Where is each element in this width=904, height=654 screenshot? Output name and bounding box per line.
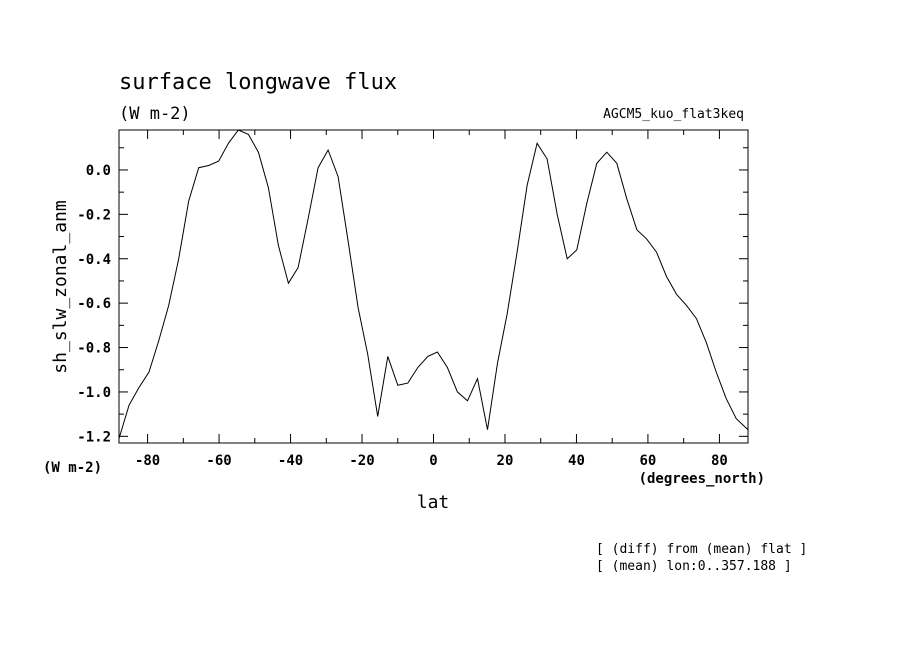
- x-tick-label: 40: [568, 453, 585, 469]
- plot-frame: [118, 129, 749, 444]
- x-tick-label: 60: [640, 453, 657, 469]
- x-axis-label: lat: [417, 492, 450, 513]
- series-line: [118, 129, 749, 439]
- chart-title: surface longwave flux: [119, 70, 397, 95]
- x-tick-label: -20: [349, 453, 374, 469]
- y-tick-label: -0.8: [77, 341, 111, 357]
- y-tick-label: -1.2: [77, 429, 111, 445]
- x-axis: -80 -60 -40 -20 0 20 40 60 80: [135, 130, 728, 469]
- y-axis-label: sh_slw_zonal_anm: [50, 200, 71, 373]
- y-axis-units: (W m-2): [43, 460, 102, 476]
- y-axis: 0.0 -0.2 -0.4 -0.6 -0.8 -1.0 -1.2: [77, 147, 748, 445]
- x-tick-label: -40: [278, 453, 303, 469]
- x-axis-units: (degrees_north): [639, 471, 765, 487]
- x-tick-label: -80: [135, 453, 160, 469]
- y-tick-label: -0.4: [77, 252, 111, 268]
- x-tick-label: 80: [711, 453, 728, 469]
- chart-units: (W m-2): [119, 104, 191, 124]
- y-tick-label: -0.2: [77, 207, 111, 223]
- y-tick-label: 0.0: [86, 163, 111, 179]
- note-line-1: [ (diff) from (mean) flat ]: [596, 542, 807, 557]
- note-line-2: [ (mean) lon:0..357.188 ]: [596, 559, 792, 574]
- x-tick-label: -60: [206, 453, 231, 469]
- x-tick-label: 20: [497, 453, 514, 469]
- y-tick-label: -1.0: [77, 385, 111, 401]
- dataset-label: AGCM5_kuo_flat3keq: [603, 107, 744, 122]
- y-tick-label: -0.6: [77, 296, 111, 312]
- x-tick-label: 0: [429, 453, 437, 469]
